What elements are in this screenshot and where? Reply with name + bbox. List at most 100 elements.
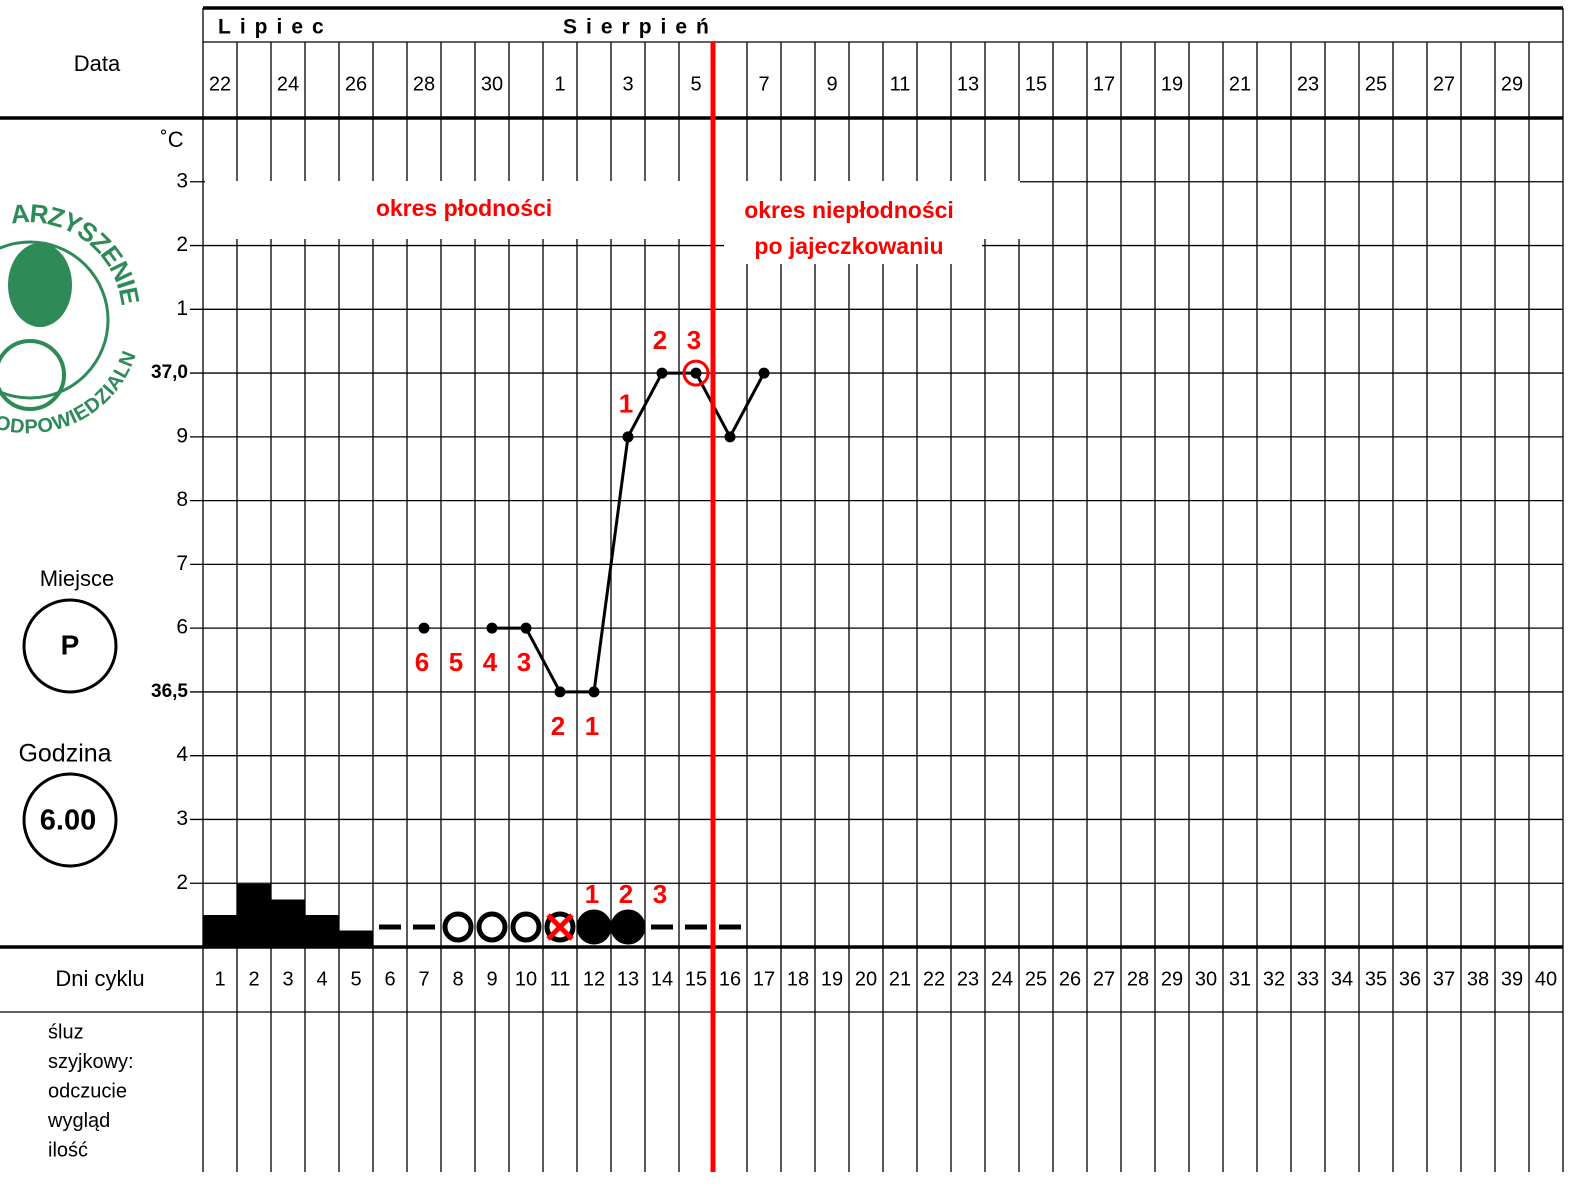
temperature-point <box>418 622 430 634</box>
mucus-label: szyjkowy: <box>48 1051 134 1073</box>
place-label: Miejsce <box>40 566 115 591</box>
mucus-circle <box>510 911 542 943</box>
mucus-count: 1 <box>585 879 599 909</box>
cycle-day-label: 5 <box>350 968 361 990</box>
y-tick-label: 7 <box>176 552 188 575</box>
mucus-label: odczucie <box>48 1080 127 1102</box>
date-label: 9 <box>826 73 837 95</box>
date-label: 1 <box>554 73 565 95</box>
logo-emblem <box>0 339 66 411</box>
cycle-day-label: 28 <box>1127 968 1149 990</box>
y-tick-label: 8 <box>176 488 188 511</box>
cycle-day-label: 22 <box>923 968 945 990</box>
mucus-circle <box>576 909 612 945</box>
temperature-count: 2 <box>551 711 565 741</box>
date-label: 28 <box>413 73 435 95</box>
cycle-day-label: 40 <box>1535 968 1557 990</box>
cycle-day-label: 34 <box>1331 968 1353 990</box>
row-label: Data <box>74 51 121 76</box>
cycle-day-label: 17 <box>753 968 775 990</box>
temperature-count: 2 <box>653 325 667 355</box>
cycle-day-label: 33 <box>1297 968 1319 990</box>
bleeding-bar <box>339 930 373 946</box>
y-tick-label: 36,5 <box>151 681 188 702</box>
cycle-day-label: 12 <box>583 968 605 990</box>
mucus-label: ilość <box>48 1139 88 1161</box>
logo-ring <box>0 240 110 400</box>
cycle-day-label: 8 <box>452 968 463 990</box>
bleeding-bar <box>271 899 305 946</box>
y-tick-label: 9 <box>176 424 188 447</box>
cycle-day-label: 24 <box>991 968 1013 990</box>
highlight-ring <box>682 359 710 387</box>
y-tick-label: 3 <box>176 169 188 192</box>
cycle-day-label: 23 <box>957 968 979 990</box>
bleeding-bar <box>237 884 271 946</box>
time-value: 6.00 <box>40 805 96 837</box>
temperature-count: 6 <box>415 647 429 677</box>
cycle-day-label: 1 <box>214 968 225 990</box>
cycle-day-label: 35 <box>1365 968 1387 990</box>
cycle-day-label: 36 <box>1399 968 1421 990</box>
mucus-label: śluz <box>48 1021 84 1043</box>
cycle-day-label: 18 <box>787 968 809 990</box>
month-label: Sierpień <box>563 16 718 39</box>
date-label: 15 <box>1025 73 1047 95</box>
temperature-count: 1 <box>585 711 599 741</box>
date-label: 24 <box>277 73 299 95</box>
y-tick-label: 4 <box>176 743 188 766</box>
label-box <box>724 228 982 264</box>
mucus-circle <box>442 911 474 943</box>
temperature-point <box>486 622 498 634</box>
cycle-day-label: 32 <box>1263 968 1285 990</box>
cycle-day-label: 27 <box>1093 968 1115 990</box>
cycle-day-label: 2 <box>248 968 259 990</box>
mucus-circle <box>476 911 508 943</box>
date-label: 30 <box>481 73 503 95</box>
temperature-count: 4 <box>483 647 498 677</box>
temperature-point <box>622 431 634 443</box>
cycle-day-label: 9 <box>486 968 497 990</box>
cycle-day-label: 30 <box>1195 968 1217 990</box>
cycle-day-label: 15 <box>685 968 707 990</box>
cycle-day-label: 21 <box>889 968 911 990</box>
row-label: Dni cyklu <box>55 966 144 991</box>
bleeding-bar <box>203 915 237 946</box>
temperature-point <box>690 367 702 379</box>
date-label: 11 <box>890 73 911 95</box>
time-label: Godzina <box>18 740 111 768</box>
date-label: 13 <box>957 73 979 95</box>
mucus-label: wygląd <box>47 1110 110 1132</box>
temperature-count: 5 <box>449 647 463 677</box>
cycle-day-label: 39 <box>1501 968 1523 990</box>
cycle-day-label: 26 <box>1059 968 1081 990</box>
temperature-count: 3 <box>517 647 531 677</box>
temperature-count: 3 <box>687 325 701 355</box>
y-tick-label: 2 <box>176 233 188 256</box>
phase-label: okres płodności <box>376 195 552 221</box>
cycle-day-label: 13 <box>617 968 639 990</box>
cycle-day-label: 37 <box>1433 968 1455 990</box>
place-circle <box>22 598 118 694</box>
temperature-point <box>588 686 600 698</box>
mucus-circle <box>610 909 646 945</box>
cycle-day-label: 25 <box>1025 968 1047 990</box>
unit-label: ˚C <box>160 127 183 152</box>
temperature-count: 1 <box>619 389 633 419</box>
mucus-count: 3 <box>653 879 667 909</box>
cycle-day-label: 10 <box>515 968 537 990</box>
date-label: 3 <box>622 73 633 95</box>
cycle-day-label: 20 <box>855 968 877 990</box>
cycle-day-label: 31 <box>1229 968 1251 990</box>
y-tick-label: 3 <box>176 807 188 830</box>
date-label: 7 <box>758 73 769 95</box>
cycle-day-label: 11 <box>550 968 571 990</box>
date-label: 21 <box>1229 73 1251 95</box>
y-tick-label: 2 <box>176 871 188 894</box>
y-tick-label: 1 <box>176 297 188 320</box>
date-label: 23 <box>1297 73 1319 95</box>
cycle-day-label: 29 <box>1161 968 1183 990</box>
y-tick-label: 6 <box>176 616 188 639</box>
